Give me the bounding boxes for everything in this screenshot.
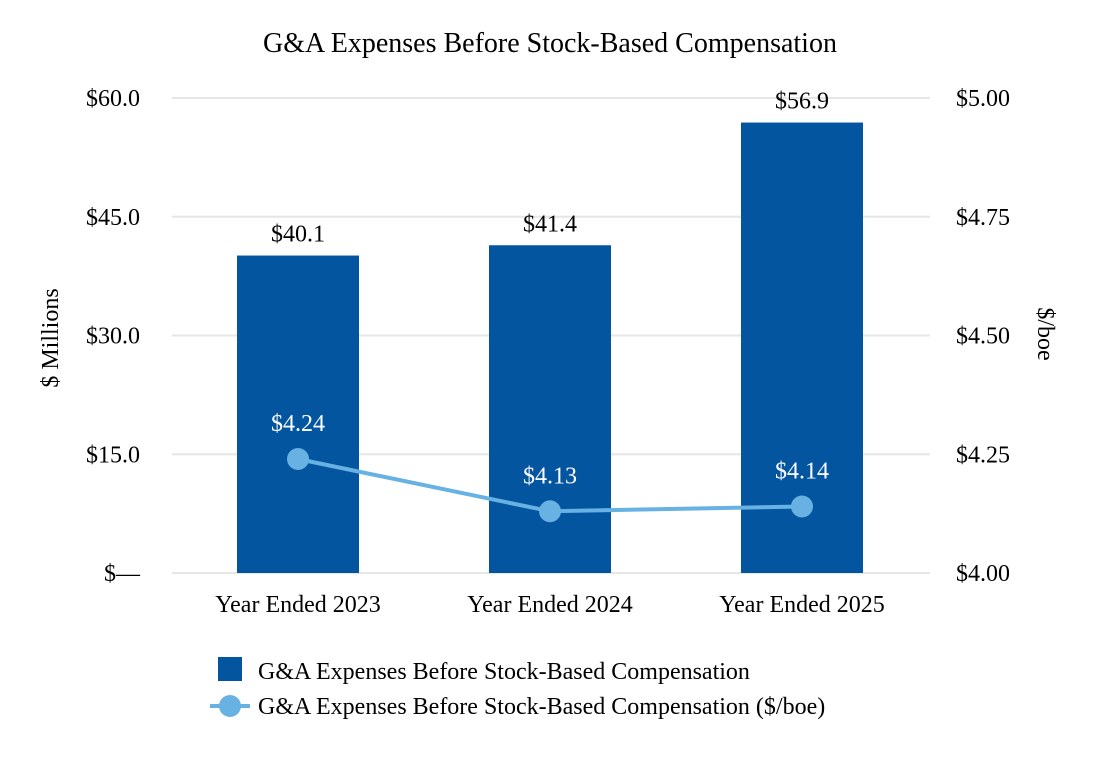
right-axis-title: $/boe <box>1032 307 1058 360</box>
legend-bar-swatch <box>218 657 242 681</box>
bar-data-labels: $40.1 $41.4 $56.9 <box>271 89 829 248</box>
category-label: Year Ended 2025 <box>719 592 885 618</box>
left-tick-label: $45.0 <box>86 205 140 231</box>
bar <box>489 245 611 573</box>
line-point <box>791 495 813 518</box>
category-labels: Year Ended 2023 Year Ended 2024 Year Ended… <box>215 592 885 618</box>
line-series <box>287 448 813 523</box>
category-label: Year Ended 2024 <box>467 592 633 618</box>
legend-line-label: G&A Expenses Before Stock-Based Compensa… <box>258 694 825 720</box>
line-point <box>539 500 561 523</box>
line-data-labels: $4.24 $4.13 $4.14 <box>271 411 829 489</box>
legend-line-marker <box>219 695 241 717</box>
right-axis-ticks: $4.00 $4.25 $4.50 $4.75 $5.00 <box>956 86 1010 587</box>
chart-title: G&A Expenses Before Stock-Based Compensa… <box>263 28 837 59</box>
right-tick-label: $4.50 <box>956 324 1010 350</box>
bar-data-label: $56.9 <box>775 89 829 115</box>
line-point <box>287 448 309 470</box>
left-tick-label: $— <box>104 561 141 587</box>
left-axis-ticks: $— $15.0 $30.0 $45.0 $60.0 <box>86 86 141 587</box>
left-axis-title: $ Millions <box>38 288 64 387</box>
right-tick-label: $4.75 <box>956 205 1010 231</box>
legend-bar-label: G&A Expenses Before Stock-Based Compensa… <box>258 659 750 685</box>
line-data-label: $4.13 <box>523 463 577 489</box>
right-tick-label: $4.00 <box>956 561 1010 587</box>
right-tick-label: $5.00 <box>956 86 1010 112</box>
line-data-label: $4.14 <box>775 459 829 485</box>
left-tick-label: $30.0 <box>86 324 140 350</box>
legend: G&A Expenses Before Stock-Based Compensa… <box>210 657 825 720</box>
left-tick-label: $15.0 <box>86 442 140 468</box>
category-label: Year Ended 2023 <box>215 592 381 618</box>
bar-data-label: $41.4 <box>523 211 577 237</box>
bar-data-label: $40.1 <box>271 222 325 248</box>
left-tick-label: $60.0 <box>86 86 140 112</box>
bar <box>237 255 359 573</box>
line-data-label: $4.24 <box>271 411 325 437</box>
right-tick-label: $4.25 <box>956 442 1010 468</box>
